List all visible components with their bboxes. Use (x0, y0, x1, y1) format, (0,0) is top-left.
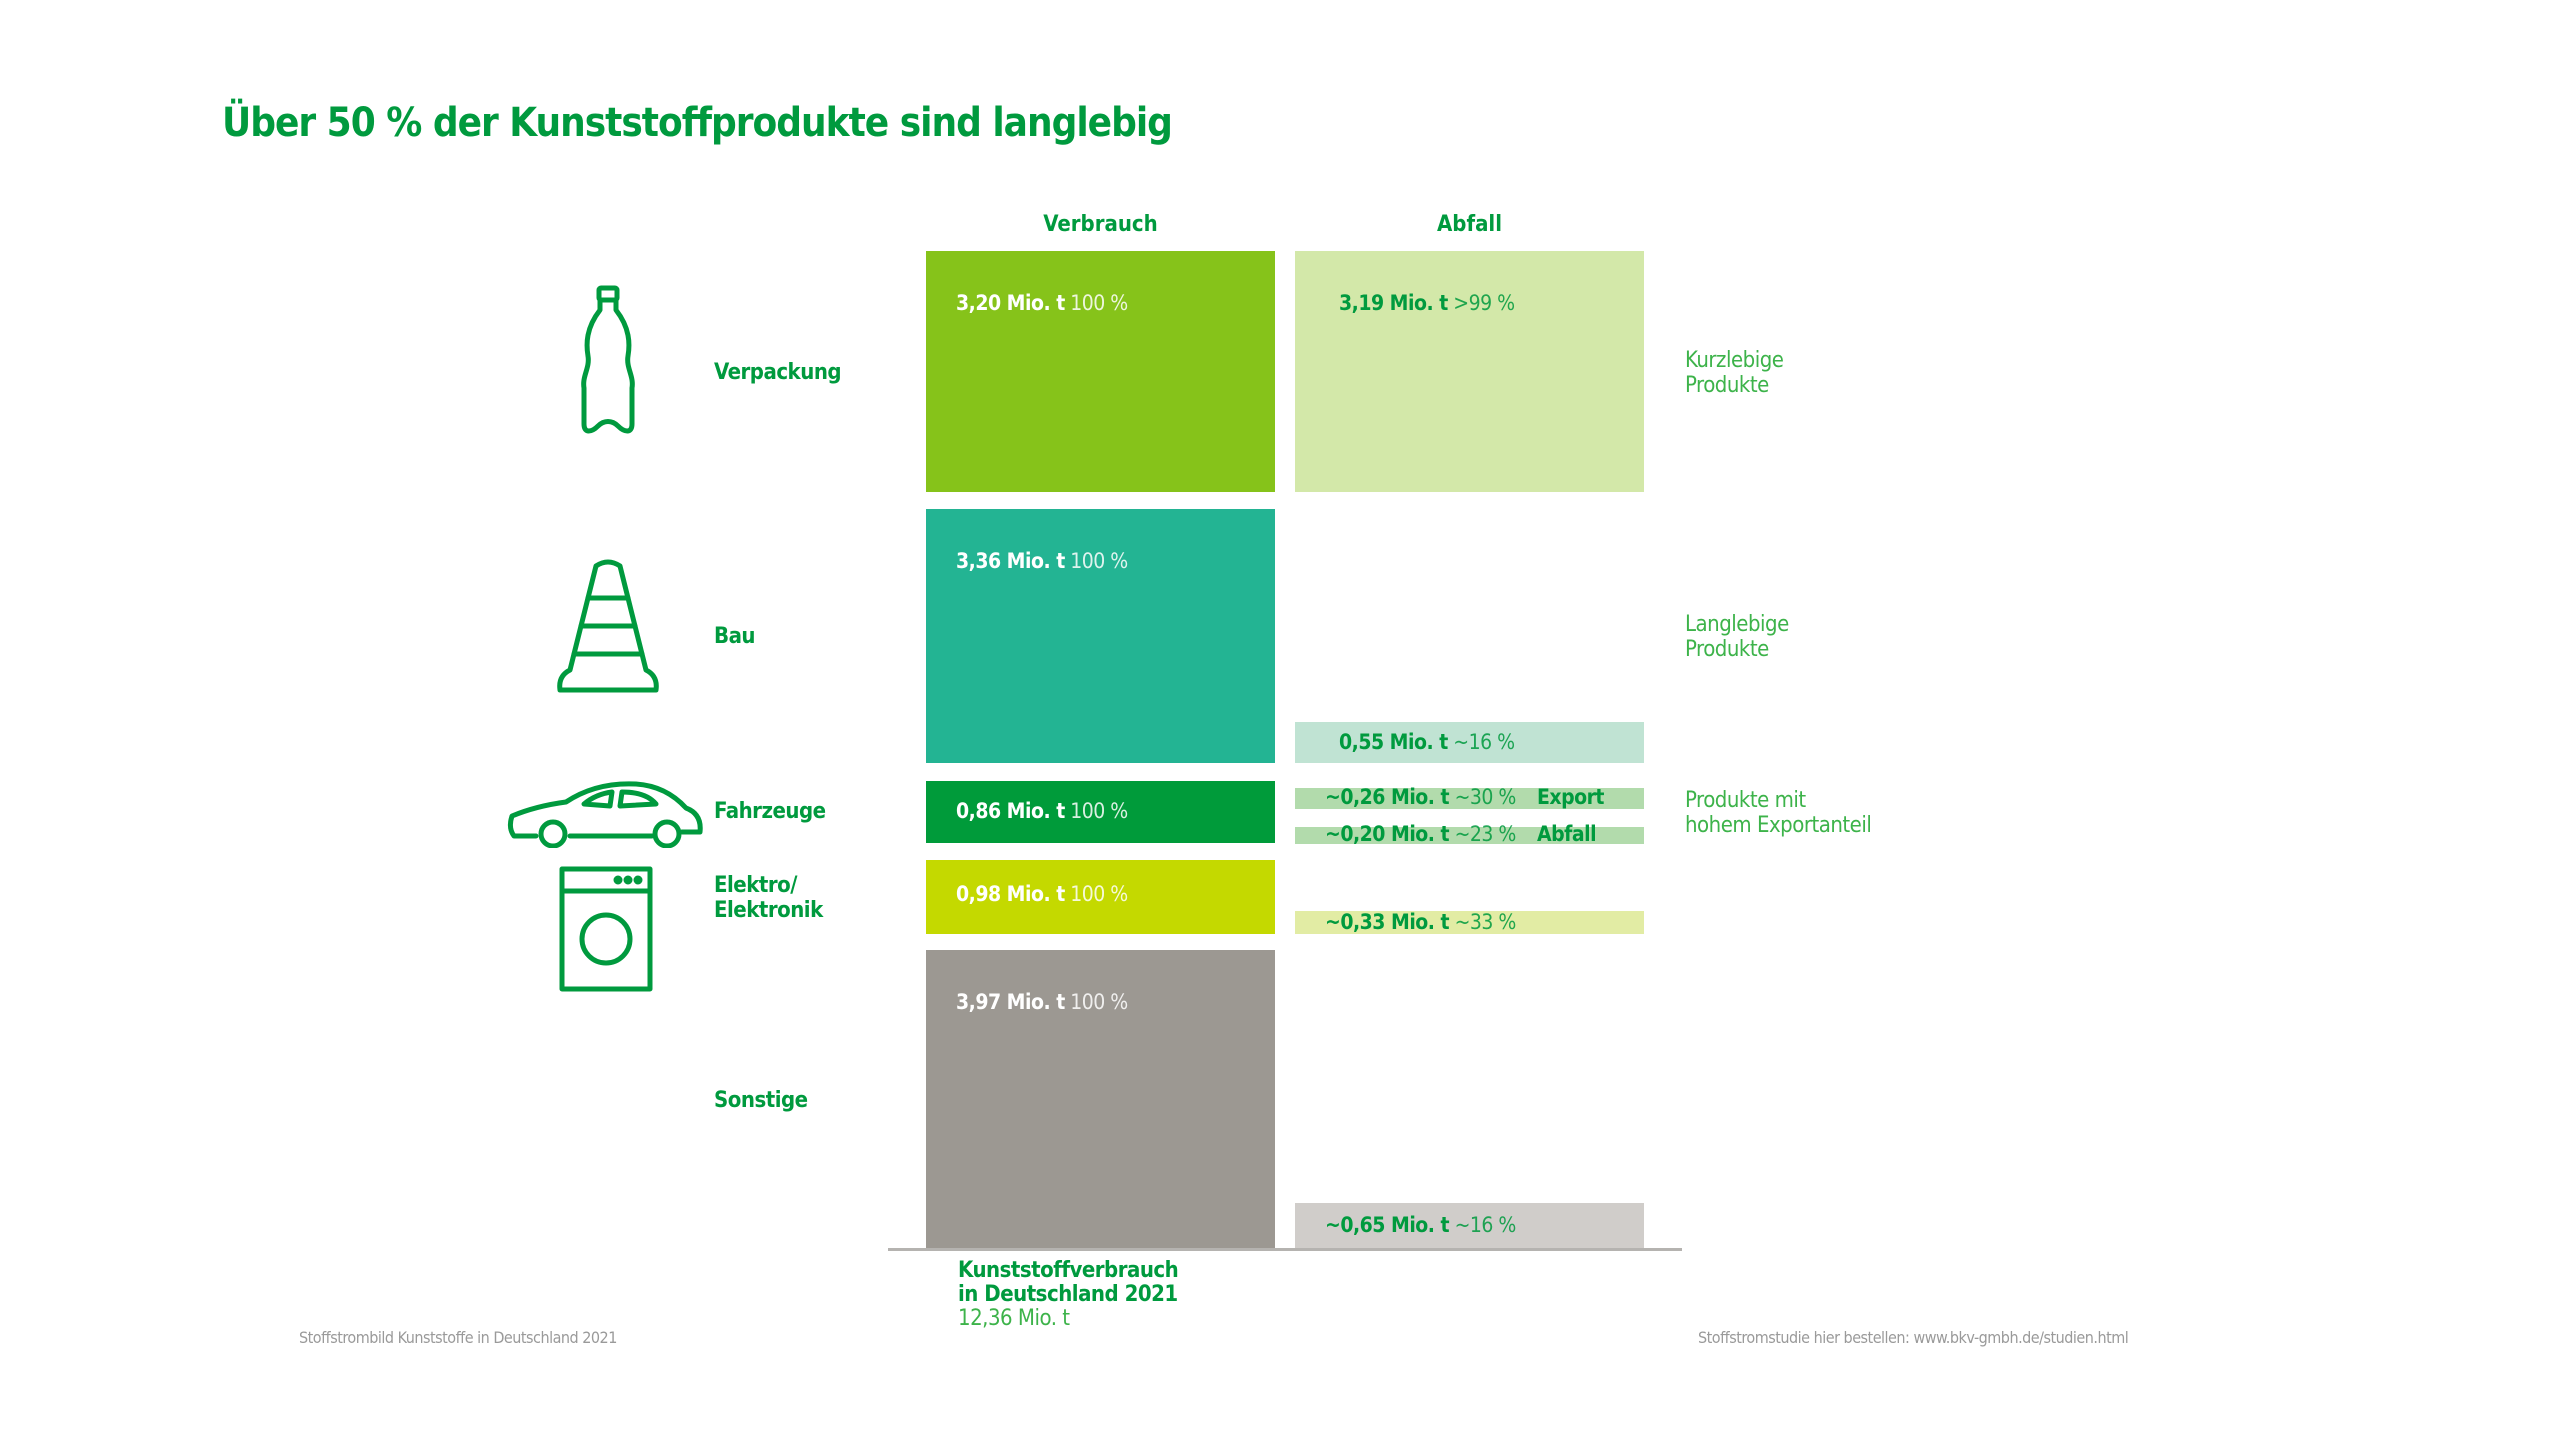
column-header-abfall: Abfall (1436, 212, 1502, 237)
footer-order-link[interactable]: Stoffstromstudie hier bestellen: www.bkv… (1698, 1328, 2129, 1347)
footer-source: Stoffstrombild Kunststoffe in Deutschlan… (299, 1328, 617, 1347)
total-label: Kunststoffverbrauch in Deutschland 2021 … (958, 1258, 1179, 1331)
bar-label: 3,19 Mio. t >99 % (1339, 291, 1515, 315)
bar-verbrauch-bau: 3,36 Mio. t 100 % (926, 509, 1275, 763)
category-label-line: Elektronik (714, 898, 823, 923)
baseline (888, 1248, 1682, 1251)
traffic-cone-icon (557, 559, 659, 693)
bar-label: 0,98 Mio. t 100 % (956, 882, 1128, 906)
group-label-export: Produkte mit hohem Exportanteil (1685, 788, 1872, 838)
category-label-bau: Bau (714, 624, 756, 649)
bar-abfall-bau: 0,55 Mio. t ~16 % (1295, 722, 1644, 763)
bottle-icon (581, 285, 635, 434)
bar-label: 0,55 Mio. t ~16 % (1339, 730, 1515, 754)
bar-abfall-fahrzeuge-abfall: ~0,20 Mio. t ~23 % Abfall (1295, 822, 1644, 846)
bar-abfall-elektro: ~0,33 Mio. t ~33 % (1295, 910, 1644, 934)
bar-verbrauch-sonstige: 3,97 Mio. t 100 % (926, 950, 1275, 1248)
category-label-elektro: Elektro/ Elektronik (714, 873, 823, 923)
bar-label: ~0,33 Mio. t ~33 % (1325, 910, 1516, 934)
bar-label: 0,86 Mio. t 100 % (956, 799, 1128, 823)
bar-tag-abfall: Abfall (1537, 822, 1597, 846)
bar-verbrauch-verpackung: 3,20 Mio. t 100 % (926, 251, 1275, 492)
category-label-sonstige: Sonstige (714, 1088, 808, 1113)
washing-machine-icon (559, 866, 653, 992)
group-label-kurzlebig: Kurzlebige Produkte (1685, 348, 1784, 398)
category-label-verpackung: Verpackung (714, 360, 842, 385)
category-label-fahrzeuge: Fahrzeuge (714, 799, 826, 824)
bar-label: 3,97 Mio. t 100 % (956, 990, 1128, 1014)
bar-verbrauch-elektro: 0,98 Mio. t 100 % (926, 860, 1275, 934)
bar-label: 3,36 Mio. t 100 % (956, 549, 1128, 573)
page-title: Über 50 % der Kunststoffprodukte sind la… (222, 100, 1173, 146)
car-icon (507, 781, 703, 848)
bar-label: ~0,65 Mio. t ~16 % (1325, 1213, 1516, 1237)
group-label-langlebig: Langlebige Produkte (1685, 612, 1789, 662)
bar-verbrauch-fahrzeuge: 0,86 Mio. t 100 % (926, 781, 1275, 843)
bar-abfall-verpackung: 3,19 Mio. t >99 % (1295, 251, 1644, 492)
bar-abfall-sonstige: ~0,65 Mio. t ~16 % (1295, 1203, 1644, 1248)
column-header-verbrauch: Verbrauch (1043, 212, 1158, 237)
category-label-line: Elektro/ (714, 873, 797, 898)
bar-label: ~0,26 Mio. t ~30 % (1325, 785, 1516, 809)
bar-label: 3,20 Mio. t 100 % (956, 291, 1128, 315)
bar-label: ~0,20 Mio. t ~23 % (1325, 822, 1516, 846)
bar-tag-export: Export (1537, 785, 1604, 809)
bar-abfall-fahrzeuge-export: ~0,26 Mio. t ~30 % Export (1295, 785, 1644, 809)
